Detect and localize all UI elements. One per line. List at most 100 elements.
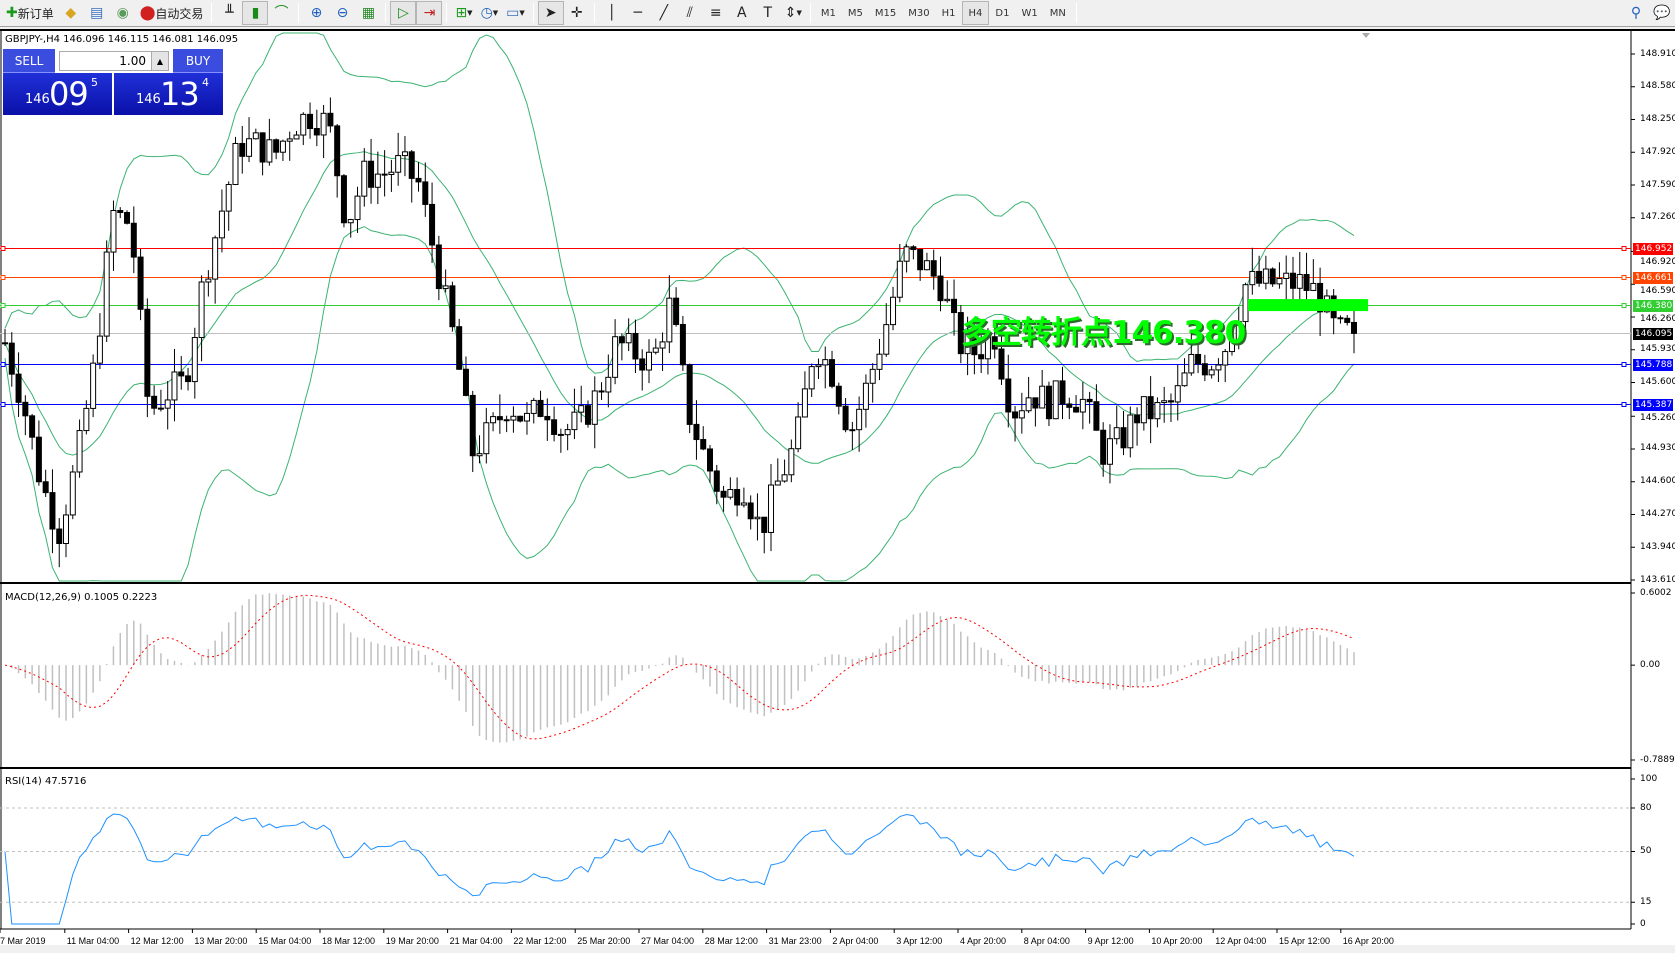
- candle-bear: [49, 492, 56, 530]
- chart-canvas[interactable]: [0, 31, 1675, 947]
- trendline-button[interactable]: ╱: [651, 1, 677, 25]
- zoom-in-button[interactable]: ⊕: [303, 1, 329, 25]
- dropdown-arrow-icon: ▼: [519, 9, 525, 17]
- autoscroll-button[interactable]: ▷: [390, 1, 417, 25]
- candle-bull: [1174, 385, 1181, 403]
- crosshair-button[interactable]: ✛: [564, 1, 590, 25]
- candle-bull: [754, 516, 761, 520]
- macd-axis-label: -0.7889: [1640, 754, 1675, 765]
- sell-button[interactable]: SELL: [3, 49, 55, 73]
- line-chart-button[interactable]: ⌒: [268, 1, 294, 25]
- periods-button[interactable]: ◷ ▼: [477, 1, 503, 25]
- candle-bull: [727, 489, 734, 498]
- level-handle: [0, 362, 6, 367]
- timeframe-m1[interactable]: M1: [820, 7, 836, 19]
- search-button[interactable]: ⚲: [1623, 1, 1649, 25]
- timeframe-h4[interactable]: H4: [961, 1, 990, 25]
- text-button[interactable]: A: [729, 1, 755, 25]
- lots-increase-button[interactable]: ▲: [151, 51, 169, 71]
- time-axis-label: 12 Apr 04:00: [1215, 936, 1267, 946]
- candle-bear: [544, 415, 551, 421]
- price-axis-label: 145.600: [1640, 377, 1675, 387]
- separator: [446, 3, 448, 23]
- cursor-button[interactable]: ➤: [537, 1, 564, 25]
- timeframe-w1[interactable]: W1: [1021, 7, 1038, 19]
- arrows-button[interactable]: ⇕ ▼: [781, 1, 806, 25]
- buy-button[interactable]: BUY: [173, 49, 223, 73]
- candle-bear: [747, 502, 754, 520]
- time-axis-label: 9 Apr 12:00: [1087, 936, 1134, 946]
- buy-price[interactable]: 146 13 4: [114, 73, 223, 115]
- pivot-annotation[interactable]: 多空转折点146.380: [961, 315, 1246, 351]
- candlestick-button[interactable]: ▮: [242, 1, 269, 25]
- candle-bull: [212, 237, 219, 280]
- auto-trading-button[interactable]: ⬤ 自动交易: [139, 5, 204, 21]
- zoom-out-button[interactable]: ⊖: [329, 1, 355, 25]
- candle-bull: [476, 453, 483, 457]
- tile-icon: ▦: [361, 5, 376, 21]
- candle-bear: [368, 160, 375, 188]
- candle-bull: [232, 142, 239, 185]
- timeframe-mn[interactable]: MN: [1049, 7, 1066, 19]
- vertical-line-button[interactable]: │: [599, 1, 625, 25]
- candle-bull: [1249, 270, 1256, 286]
- timeframe-bar: M1 M5 M15 M30 H1 H4 D1 W1 MN: [815, 1, 1072, 25]
- chat-button[interactable]: 💬: [1649, 1, 1675, 25]
- candle-bull: [564, 429, 571, 436]
- indicators-button[interactable]: ⊞ ▼: [451, 1, 476, 25]
- candle-bear: [917, 249, 924, 271]
- candle-bear: [1005, 378, 1012, 413]
- candle-bear: [1059, 380, 1066, 405]
- candle-bull: [788, 448, 795, 476]
- text-label-button[interactable]: T: [755, 1, 781, 25]
- candle-bull: [1262, 268, 1269, 284]
- candle-bull: [252, 132, 259, 140]
- equidistant-channel-button[interactable]: ⫽: [677, 1, 703, 25]
- level-handle: [0, 402, 6, 407]
- chart-shift-button[interactable]: ⇥: [416, 1, 443, 25]
- candle-bear: [130, 222, 137, 258]
- candle-bull: [1127, 414, 1134, 449]
- price-axis-label: 144.600: [1640, 476, 1675, 487]
- candle-bull: [1039, 385, 1046, 409]
- new-order-button[interactable]: ✚ 新订单: [6, 5, 54, 21]
- level-handle: [1621, 402, 1627, 407]
- bar-chart-button[interactable]: ╨: [216, 1, 242, 25]
- timeframe-h1[interactable]: H1: [941, 7, 956, 19]
- level-handle: [1621, 275, 1627, 280]
- candle-bull: [896, 260, 903, 298]
- lots-input[interactable]: 1.00: [59, 51, 169, 71]
- text-icon: A: [737, 5, 747, 21]
- candle-bear: [449, 285, 456, 328]
- text-label-icon: T: [763, 5, 773, 21]
- templates-button[interactable]: ▭ ▼: [502, 1, 529, 25]
- timeframe-d1[interactable]: D1: [995, 7, 1010, 19]
- timeframe-m5[interactable]: M5: [847, 7, 863, 19]
- candle-bull: [442, 285, 449, 290]
- candle-bull: [1235, 321, 1242, 342]
- candle-bear: [469, 394, 476, 457]
- market-watch-button[interactable]: ◆: [58, 1, 84, 25]
- candle-bear: [971, 333, 978, 356]
- signals-button[interactable]: ◉: [110, 1, 136, 25]
- candle-bear: [835, 385, 842, 407]
- candle-bear: [1093, 401, 1100, 431]
- fibonacci-button[interactable]: ≡: [703, 1, 729, 25]
- candle-bear: [503, 419, 510, 422]
- timeframe-m15[interactable]: M15: [874, 7, 897, 19]
- candle-bull: [1276, 277, 1283, 285]
- separator: [385, 3, 387, 23]
- candle-bull: [401, 151, 408, 157]
- candle-bear: [35, 436, 42, 483]
- candle-bull: [246, 138, 253, 157]
- candle-bull: [395, 155, 402, 173]
- sell-price[interactable]: 146 09 5: [3, 73, 112, 115]
- candle-bull: [293, 134, 300, 140]
- candle-bull: [96, 335, 103, 364]
- candle-bull: [869, 368, 876, 384]
- tile-windows-button[interactable]: ▦: [355, 1, 381, 25]
- horizontal-line-button[interactable]: ─: [625, 1, 651, 25]
- timeframe-m30[interactable]: M30: [908, 7, 930, 19]
- navigator-button[interactable]: ▤: [84, 1, 110, 25]
- chart-window[interactable]: GBPJPY-,H4 146.096 146.115 146.081 146.0…: [0, 29, 1675, 947]
